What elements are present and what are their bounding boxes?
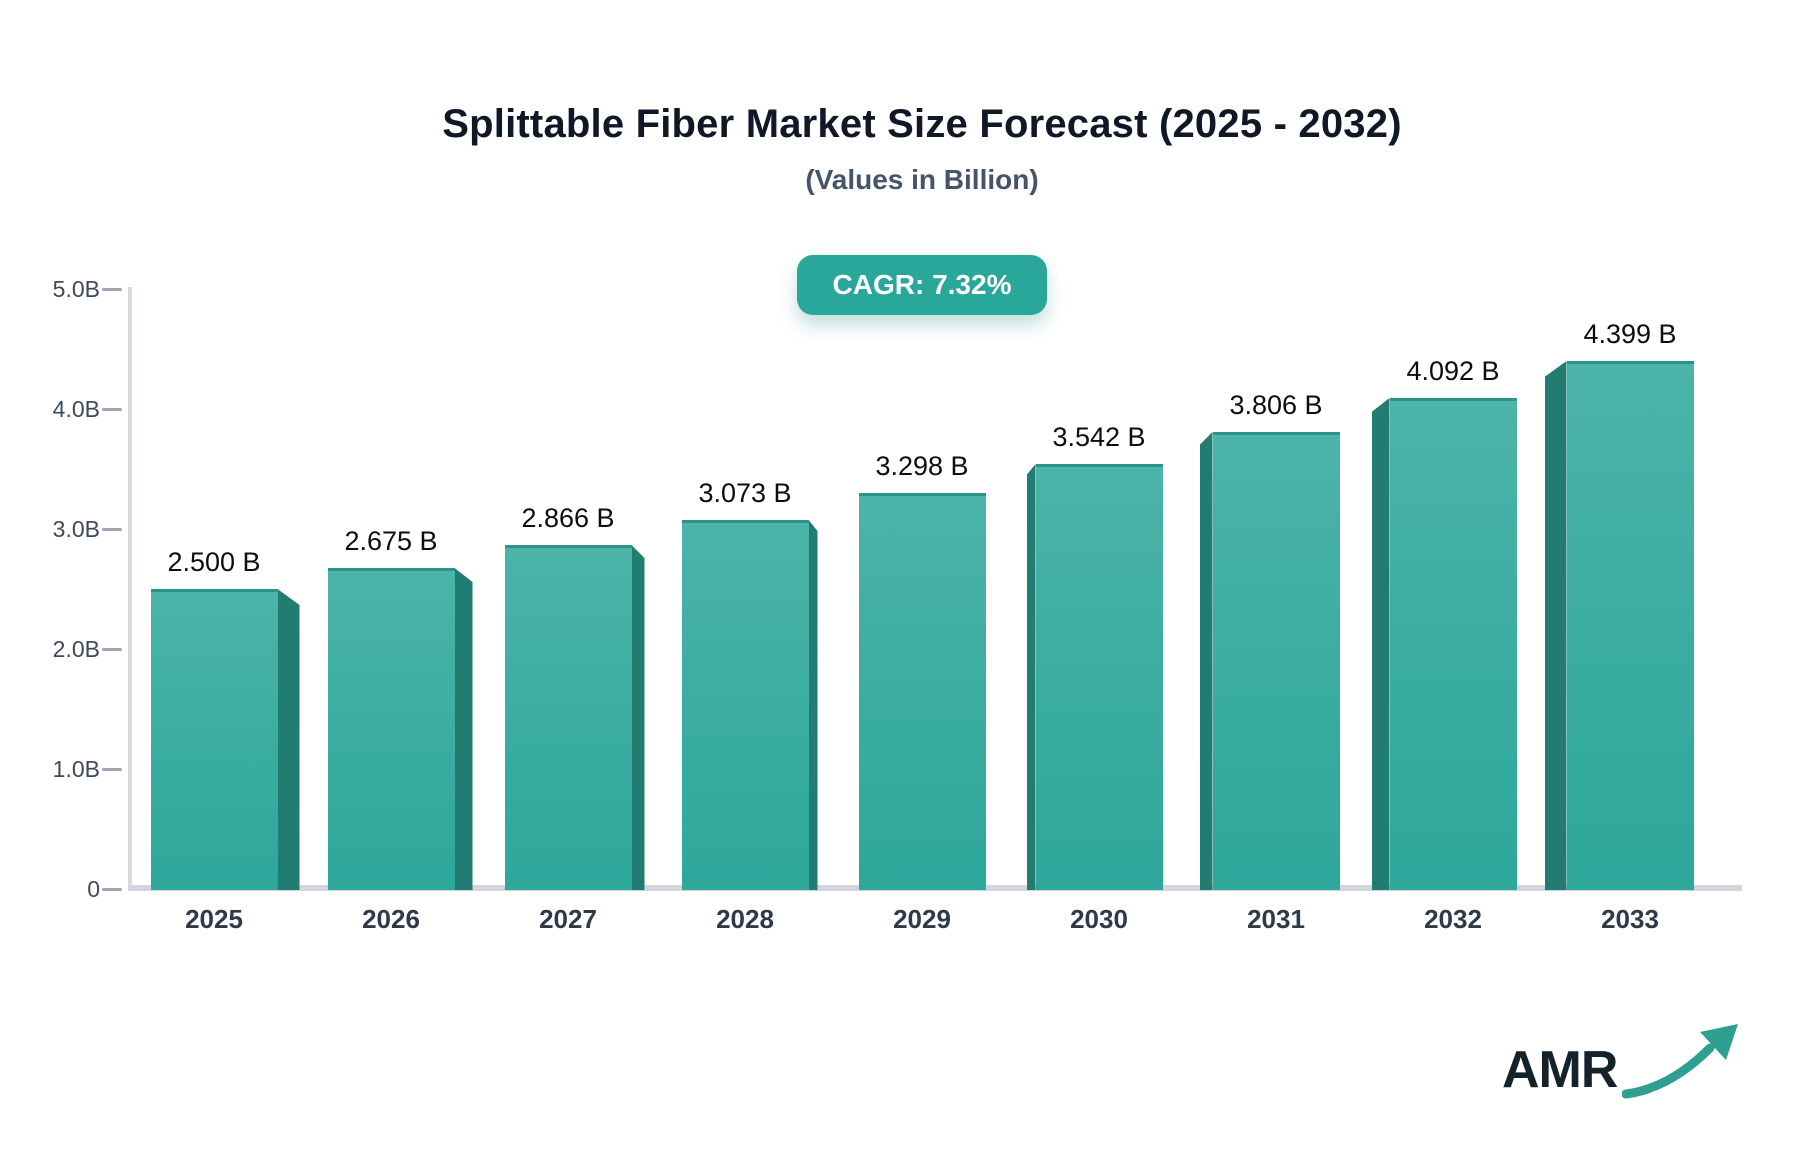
chart-subtitle: (Values in Billion): [805, 164, 1039, 195]
bar-2026: [327, 568, 473, 890]
x-axis-label: 2032: [1424, 904, 1482, 934]
bar-side: [1544, 361, 1567, 890]
x-axis-label: 2028: [716, 904, 774, 934]
y-tick-label: 1.0B: [52, 756, 100, 782]
bar-2033: [1544, 361, 1694, 890]
x-axis-label: 2030: [1070, 904, 1128, 934]
bar-value-label: 3.806 B: [1229, 390, 1323, 420]
bar-face: [681, 520, 809, 890]
bar-value-label: 2.675 B: [344, 526, 438, 556]
bar-2029: [858, 493, 986, 890]
bar-face: [1389, 398, 1517, 890]
y-tick-dash: [102, 528, 122, 531]
bar-value-label: 2.866 B: [521, 503, 615, 533]
bar-face: [1035, 464, 1163, 890]
bar-face: [504, 545, 632, 890]
bar-face: [1212, 432, 1340, 890]
x-axis-label: 2033: [1601, 904, 1659, 934]
y-tick-label: 4.0B: [52, 396, 100, 422]
bar-face: [1566, 361, 1694, 890]
amr-logo-text: AMR: [1502, 1041, 1618, 1099]
bar-2030: [1026, 464, 1163, 890]
y-tick-dash: [102, 768, 122, 771]
bar-2032: [1371, 398, 1517, 890]
y-tick-label: 2.0B: [52, 636, 100, 662]
bar-side: [454, 568, 473, 890]
y-tick-label: 5.0B: [52, 276, 100, 302]
y-tick-dash: [102, 888, 122, 891]
bar-face: [858, 493, 986, 890]
x-axis-label: 2031: [1247, 904, 1305, 934]
bar-value-label: 3.073 B: [698, 478, 792, 508]
y-tick-dash: [102, 648, 122, 651]
bar-side: [1026, 464, 1036, 890]
bar-value-label: 3.298 B: [875, 451, 969, 481]
bar-value-label: 3.542 B: [1052, 422, 1146, 452]
bar-side: [808, 520, 818, 890]
bar-side: [1199, 432, 1213, 890]
badge-row: CAGR: 7.32%: [44, 255, 1800, 315]
bar-value-label: 4.092 B: [1406, 356, 1500, 386]
bar-side: [1371, 398, 1390, 890]
bar-2027: [504, 545, 645, 890]
bar-value-label: 4.399 B: [1583, 319, 1677, 349]
y-tick-label: 0: [87, 876, 100, 902]
bar-face: [327, 568, 455, 890]
bar-2025: [150, 589, 300, 890]
growth-arrow-icon: [1622, 1024, 1738, 1099]
y-tick-dash: [102, 288, 122, 291]
cagr-badge: CAGR: 7.32%: [796, 255, 1048, 315]
bar-face: [150, 589, 278, 890]
bar-side: [277, 589, 300, 890]
bar-side: [631, 545, 645, 890]
bar-2031: [1199, 432, 1340, 890]
x-axis-label: 2029: [893, 904, 951, 934]
y-axis-line: [128, 287, 132, 891]
chart-title: Splittable Fiber Market Size Forecast (2…: [442, 102, 1402, 146]
bar-2028: [681, 520, 818, 890]
bar-value-label: 2.500 B: [167, 547, 261, 577]
y-tick-label: 3.0B: [52, 516, 100, 542]
x-axis-label: 2025: [185, 904, 243, 934]
amr-logo: AMR: [1502, 1022, 1742, 1108]
x-axis-label: 2026: [362, 904, 420, 934]
x-axis-label: 2027: [539, 904, 597, 934]
y-tick-dash: [102, 408, 122, 411]
